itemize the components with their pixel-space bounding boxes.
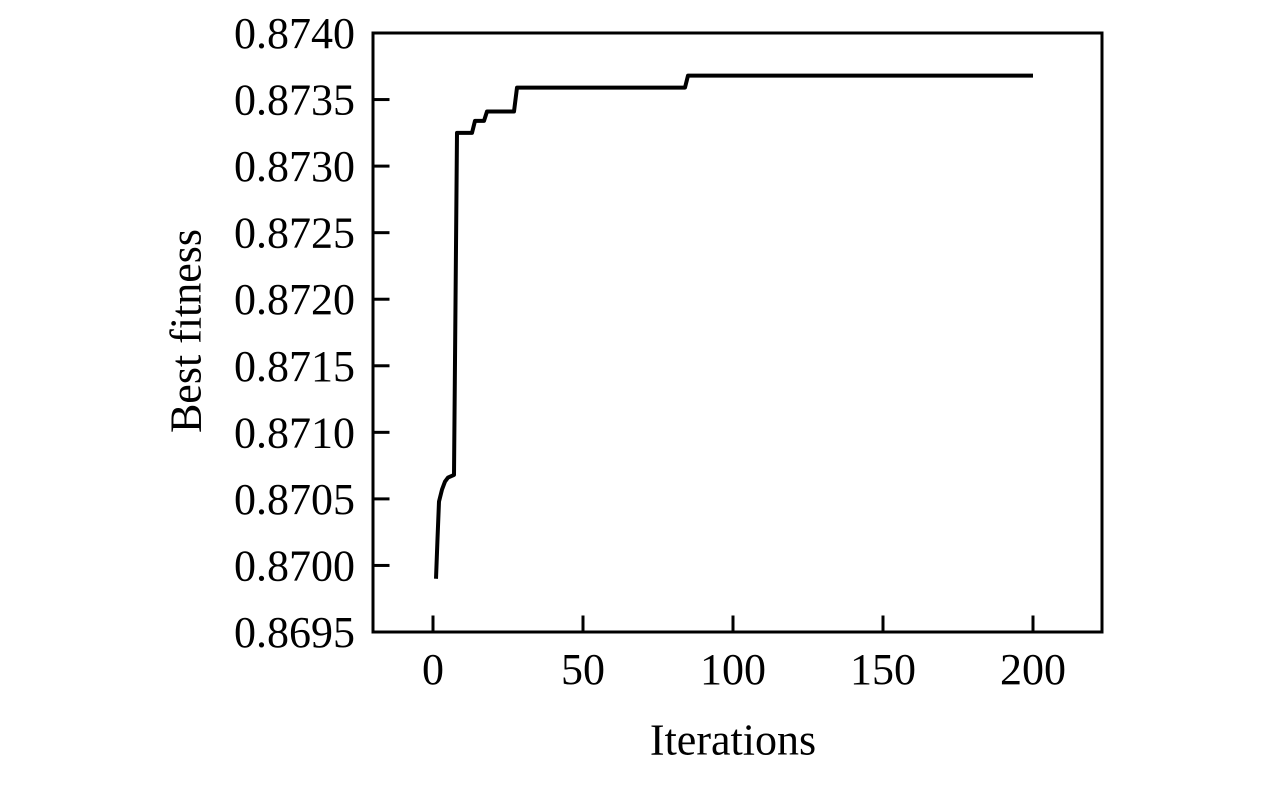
y-tick-label: 0.8710 — [234, 408, 355, 457]
y-tick-label: 0.8700 — [234, 541, 355, 590]
x-tick-label: 50 — [561, 645, 605, 694]
y-tick-label: 0.8705 — [234, 475, 355, 524]
best-fitness-line — [434, 73, 1033, 579]
y-tick-label: 0.8735 — [234, 76, 355, 125]
x-tick-label: 150 — [850, 645, 916, 694]
y-tick-label: 0.8740 — [234, 9, 355, 58]
y-tick-label: 0.8695 — [234, 608, 355, 657]
x-axis-title: Iterations — [649, 715, 817, 765]
y-tick-label: 0.8725 — [234, 209, 355, 258]
y-tick-label: 0.8715 — [234, 342, 355, 391]
y-axis-title: Best fitness — [161, 228, 211, 434]
x-tick-label: 100 — [700, 645, 766, 694]
plot-frame — [371, 31, 1104, 634]
x-tick-label: 0 — [422, 645, 444, 694]
y-tick-label: 0.8720 — [234, 275, 355, 324]
x-tick-label: 200 — [1000, 645, 1066, 694]
y-tick-label: 0.8730 — [234, 142, 355, 191]
